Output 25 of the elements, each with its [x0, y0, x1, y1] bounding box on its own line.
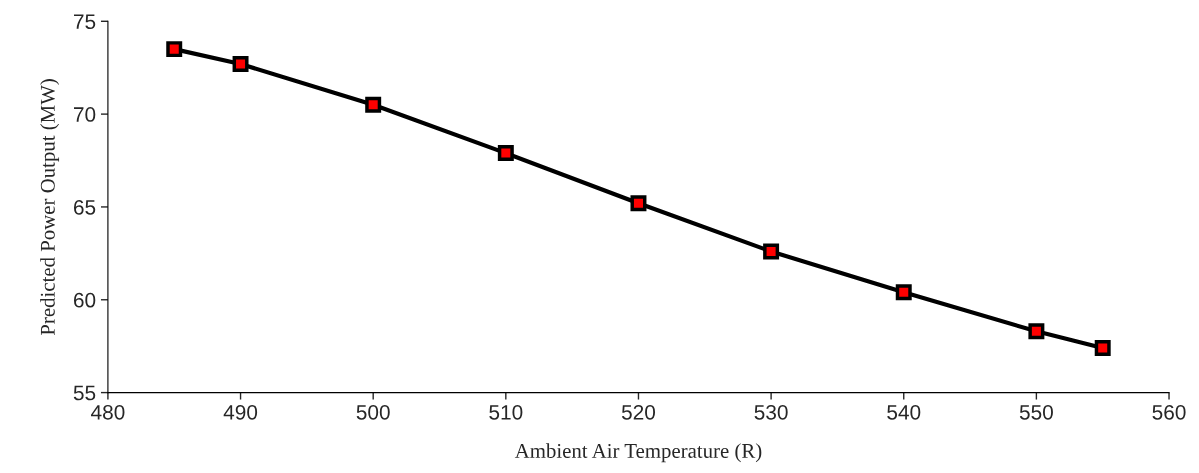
x-tick-label: 480 [91, 404, 125, 420]
y-tick-label: 65 [73, 199, 96, 215]
point [895, 284, 912, 301]
point [365, 96, 382, 113]
x-tick-label: 500 [356, 404, 390, 420]
x-tick-label: 530 [754, 404, 788, 420]
point [630, 195, 647, 212]
point [1028, 323, 1045, 340]
y-tick-label: 60 [73, 292, 96, 308]
x-axis-title: Ambient Air Temperature (R) [514, 443, 762, 463]
x-tick-label: 560 [1152, 404, 1186, 420]
x-tick-label: 520 [621, 404, 656, 420]
x-tick-label: 510 [489, 404, 523, 420]
point [763, 243, 780, 260]
y-tick-label: 75 [74, 14, 96, 30]
point [497, 145, 514, 162]
x-tick-label: 550 [1019, 404, 1053, 420]
y-tick-label: 70 [74, 107, 96, 122]
x-tick-label: 540 [887, 404, 921, 420]
y-axis-title: Predicted Power Output (MW) [40, 79, 60, 336]
point [1094, 340, 1111, 357]
x-tick-label: 490 [223, 404, 258, 420]
point [166, 41, 183, 58]
y-tick-label: 55 [73, 385, 96, 401]
point [232, 56, 249, 72]
